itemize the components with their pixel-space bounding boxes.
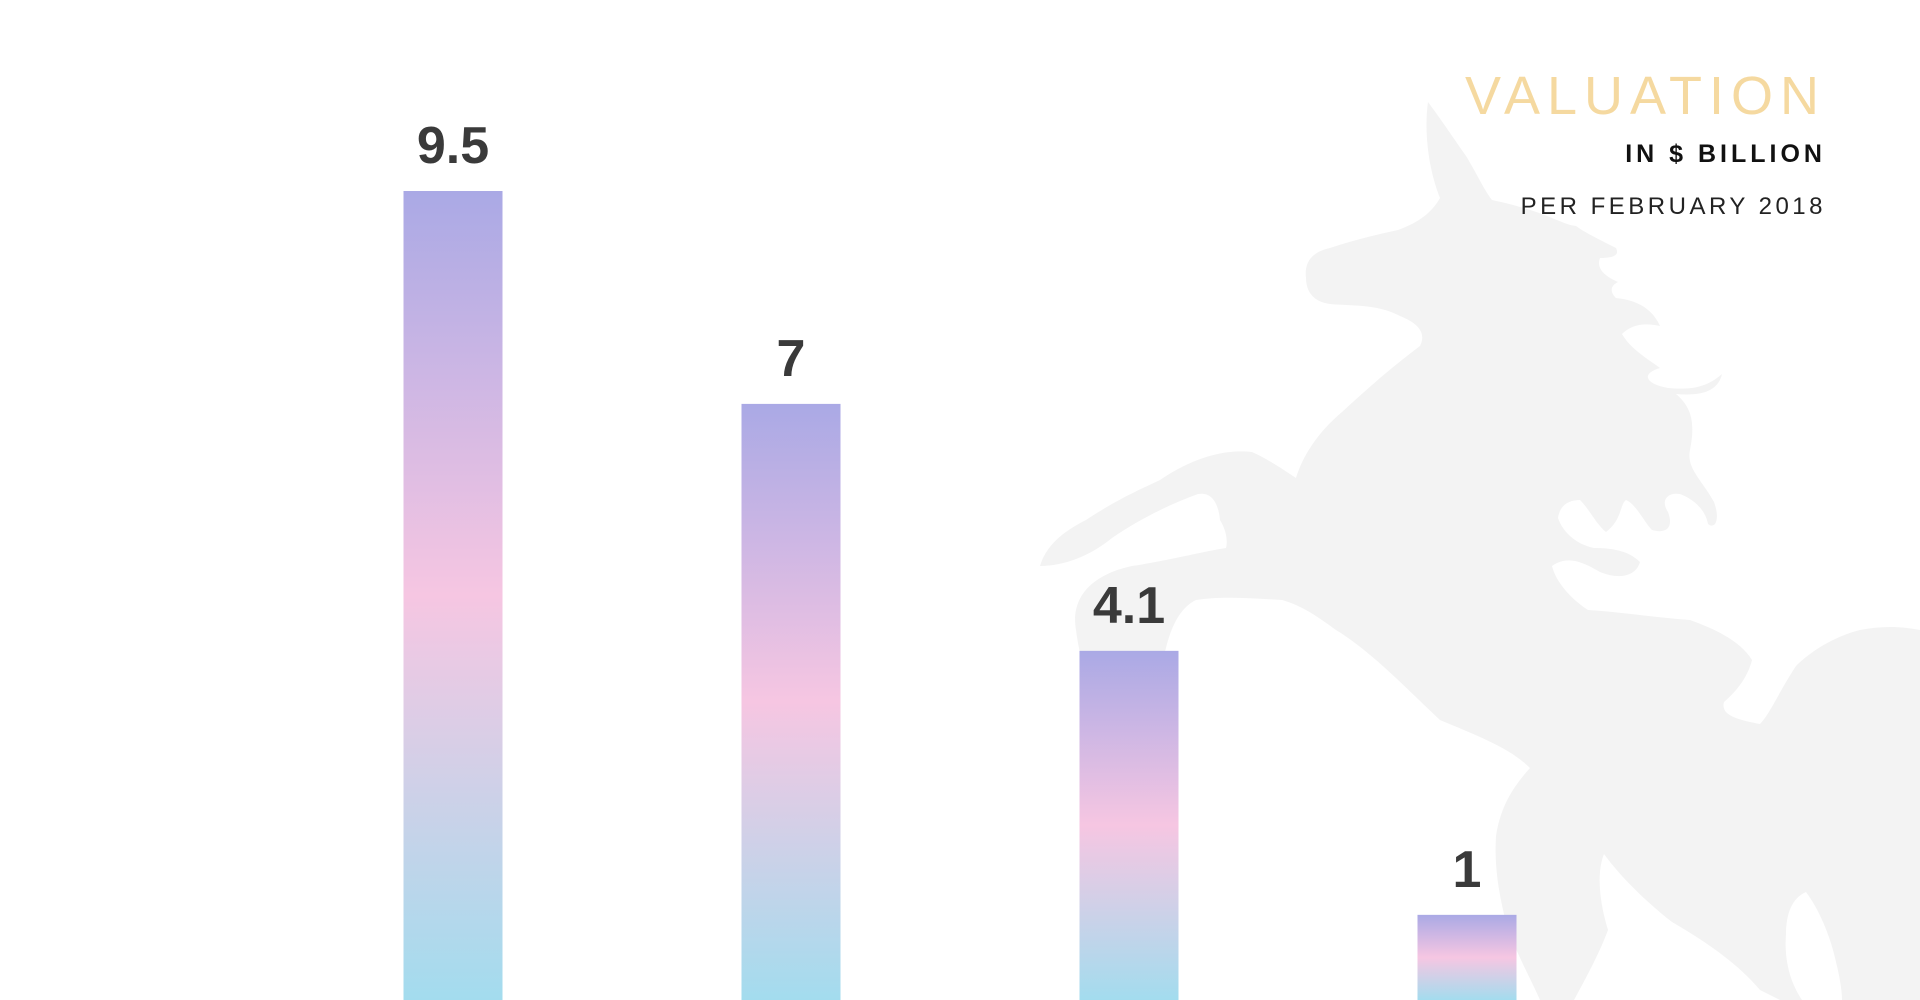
bars-group (403, 191, 1517, 1000)
value-label-1: 9.5 (417, 117, 489, 175)
bar-4 (1417, 914, 1517, 1000)
value-label-3: 4.1 (1093, 577, 1165, 635)
bar-1 (403, 191, 503, 1000)
chart-subtitle: IN $ BILLION (1625, 140, 1826, 168)
title-block: VALUATION IN $ BILLION PER FEBRUARY 2018 (1465, 66, 1826, 221)
bar-3 (1079, 650, 1179, 1000)
chart-date-note: PER FEBRUARY 2018 (1520, 193, 1826, 220)
value-label-2: 7 (777, 330, 806, 388)
value-labels-group: 9.5 7 4.1 1 (417, 117, 1482, 899)
bar-2 (741, 403, 841, 1000)
value-label-4: 1 (1453, 841, 1482, 899)
chart-title: VALUATION (1464, 66, 1826, 126)
